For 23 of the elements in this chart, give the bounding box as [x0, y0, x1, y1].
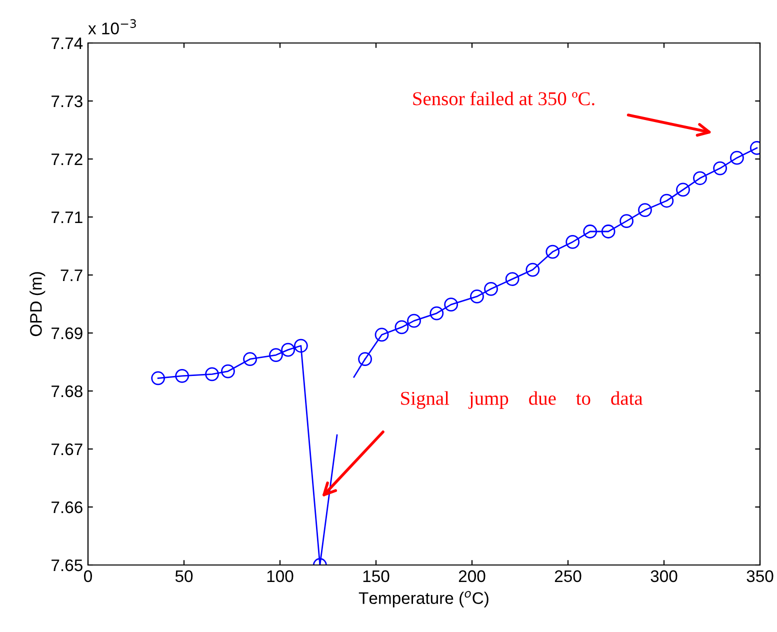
annotation: Sensor failed at 350 ºC.: [413, 91, 594, 106]
x-tick-label: 150: [363, 570, 390, 582]
text: x 10$^{−3}$: [88, 19, 136, 34]
y-tick-label: 7.71: [52, 212, 82, 224]
x-tick-label: 100: [267, 570, 294, 582]
y-tick-label: 7.73: [52, 95, 82, 108]
x-tick-label: 0: [84, 570, 92, 582]
y-tick-label: 7.74: [52, 38, 83, 50]
y-axis-title: OPD (m): [30, 272, 46, 336]
y-tick-label: 7.67: [52, 443, 82, 456]
x-tick-label: 200: [458, 570, 486, 582]
y-tick-label: 7.72: [52, 153, 82, 166]
x-tick-label: 250: [554, 570, 582, 582]
y-tick-label: 7.69: [52, 327, 82, 340]
x-tick-label: 300: [650, 570, 678, 582]
y-tick-label: 7.66: [52, 501, 82, 514]
y-tick-label: 7.7: [60, 270, 82, 282]
annotation: Signal jump due to data: [401, 391, 643, 409]
x-tick-label: 350: [746, 570, 774, 582]
x-axis-title: Temperature ($^{o}$C): [358, 590, 488, 608]
x-tick-label: 50: [175, 570, 193, 582]
y-tick-label: 7.65: [52, 559, 82, 572]
y-tick-label: 7.68: [52, 385, 82, 398]
